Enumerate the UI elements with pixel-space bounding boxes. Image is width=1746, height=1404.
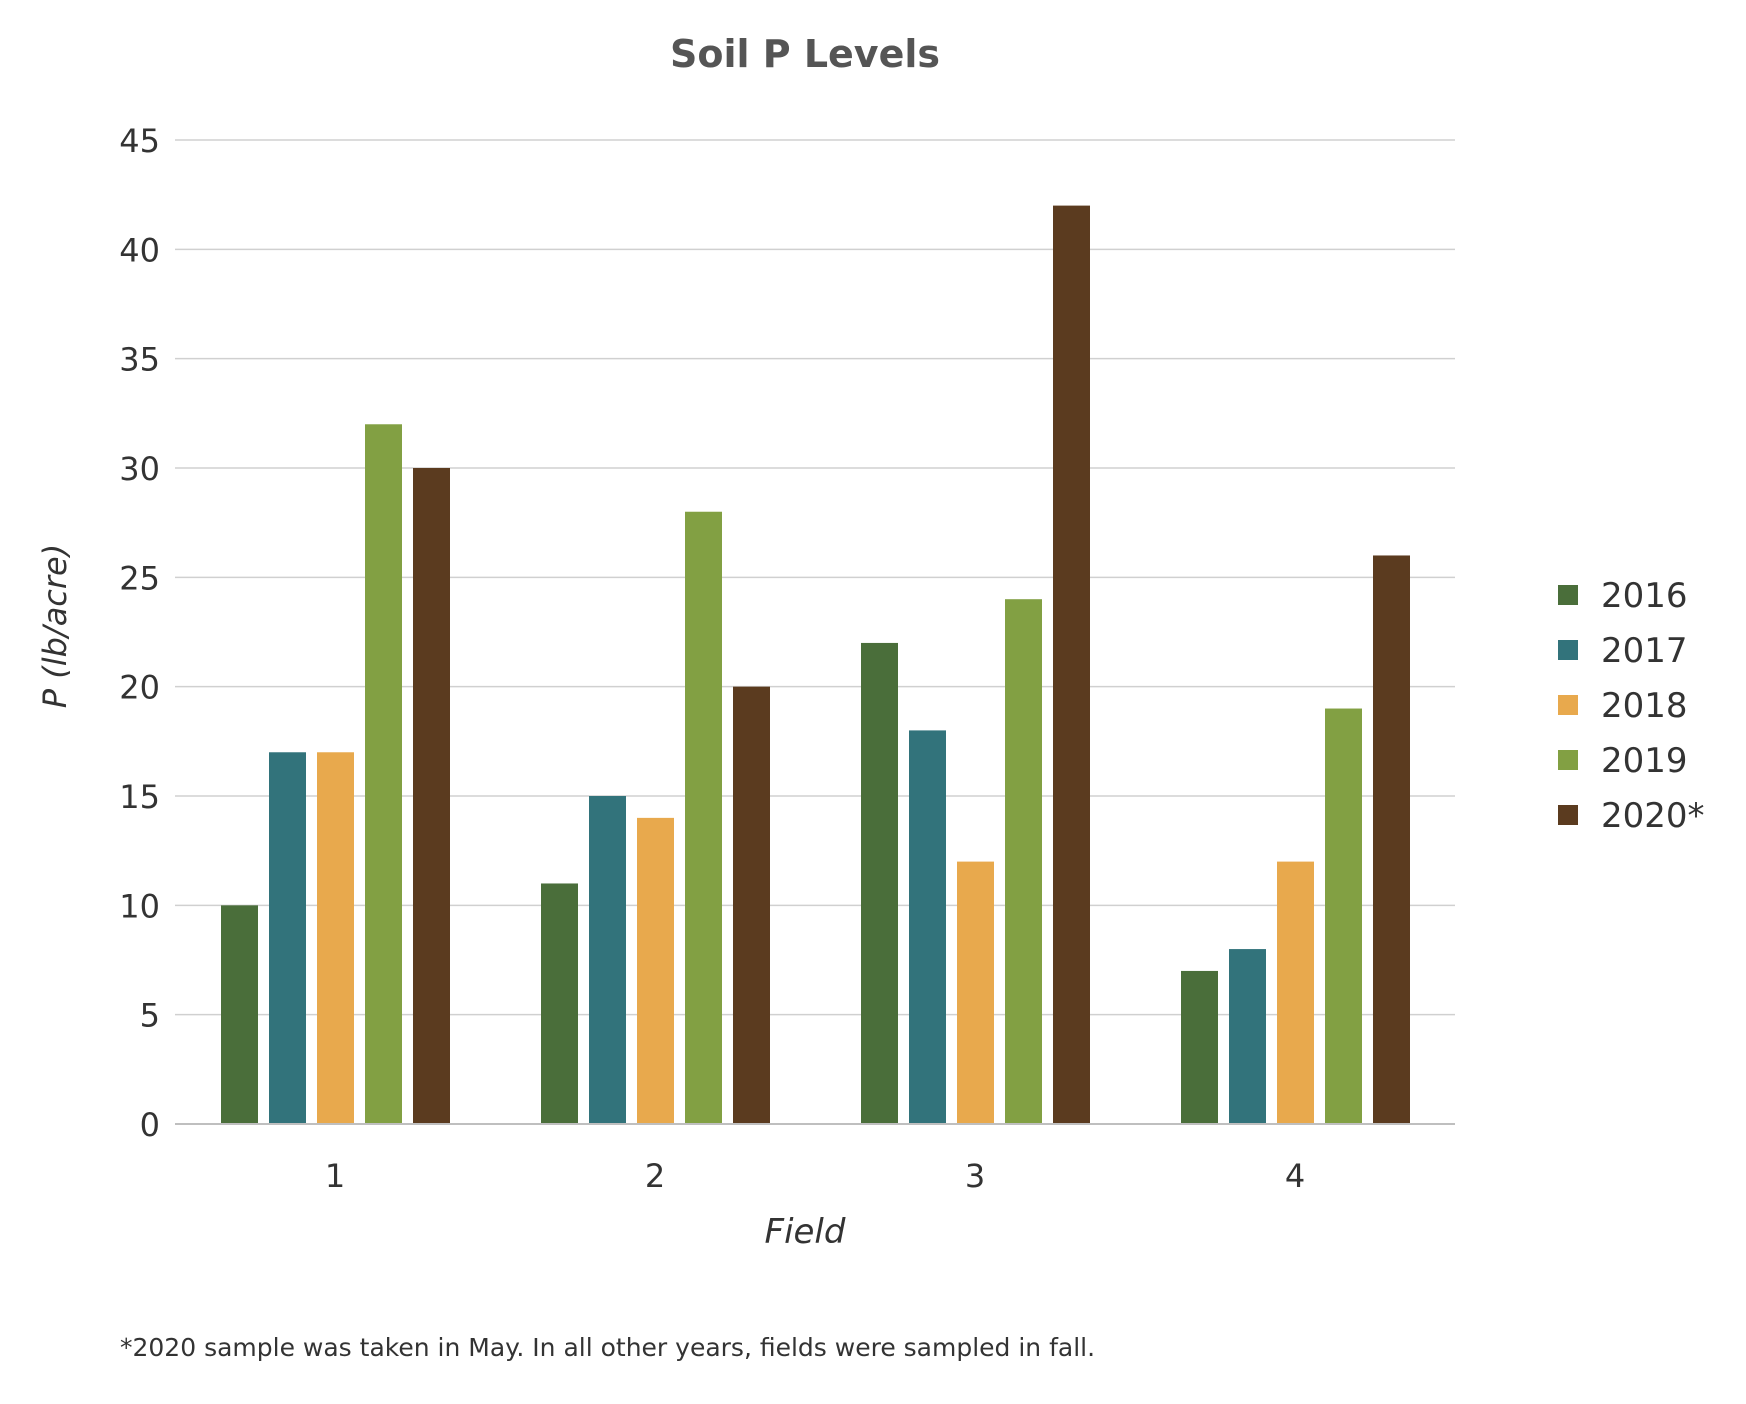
bar-field-3-2020: [1053, 205, 1090, 1125]
bar-field-1-2019: [365, 424, 402, 1124]
bar-field-2-2017: [589, 796, 626, 1124]
bar-field-3-2017: [909, 730, 946, 1124]
legend-swatch: [1558, 750, 1578, 770]
bar-field-1-2020: [413, 468, 450, 1124]
y-tick-label: 45: [119, 122, 160, 160]
bar-field-1-2018: [317, 752, 354, 1124]
legend-swatch: [1558, 805, 1578, 825]
legend-swatch: [1558, 695, 1578, 715]
x-tick-label: 2: [645, 1157, 665, 1195]
legend-label: 2017: [1601, 631, 1688, 671]
y-tick-label: 15: [119, 778, 160, 816]
legend-label: 2020*: [1601, 796, 1705, 836]
bar-field-3-2018: [957, 861, 994, 1124]
legend-swatch: [1558, 640, 1578, 660]
y-tick-label: 25: [119, 559, 160, 597]
legend-swatch: [1558, 585, 1578, 605]
x-axis-tick-labels: 1 2 3 4: [325, 1157, 1305, 1195]
y-tick-label: 5: [140, 997, 160, 1035]
legend: 2016 2017 2018 2019 2020*: [1558, 576, 1705, 836]
legend-label: 2018: [1601, 686, 1688, 726]
bar-field-2-2020: [733, 686, 770, 1124]
bar-field-4-2020: [1373, 555, 1410, 1124]
x-tick-label: 4: [1285, 1157, 1305, 1195]
y-tick-label: 20: [119, 669, 160, 707]
y-axis-title: P (lb/acre): [36, 544, 74, 708]
y-tick-label: 0: [140, 1106, 160, 1144]
bars: [221, 205, 1410, 1125]
y-tick-label: 40: [119, 231, 160, 269]
bar-field-4-2018: [1277, 861, 1314, 1124]
bar-field-2-2016: [541, 883, 578, 1124]
bar-field-1-2016: [221, 905, 258, 1124]
x-axis-title: Field: [765, 1212, 846, 1252]
bar-field-4-2017: [1229, 949, 1266, 1124]
y-axis-tick-labels: 0 5 10 15 20 25 30 35 40 45: [119, 122, 160, 1144]
bar-field-2-2018: [637, 817, 674, 1124]
bar-field-1-2017: [269, 752, 306, 1124]
y-tick-label: 10: [119, 887, 160, 925]
bar-field-3-2019: [1005, 599, 1042, 1124]
y-tick-label: 30: [119, 450, 160, 488]
footnote: *2020 sample was taken in May. In all ot…: [120, 1333, 1096, 1362]
bar-field-4-2019: [1325, 708, 1362, 1124]
x-tick-label: 3: [965, 1157, 985, 1195]
y-tick-label: 35: [119, 341, 160, 379]
bar-field-3-2016: [861, 642, 898, 1124]
legend-label: 2016: [1601, 576, 1688, 616]
bar-field-2-2019: [685, 511, 722, 1124]
x-tick-label: 1: [325, 1157, 345, 1195]
legend-label: 2019: [1601, 741, 1688, 781]
bar-field-4-2016: [1181, 970, 1218, 1124]
chart-title: Soil P Levels: [670, 32, 940, 76]
